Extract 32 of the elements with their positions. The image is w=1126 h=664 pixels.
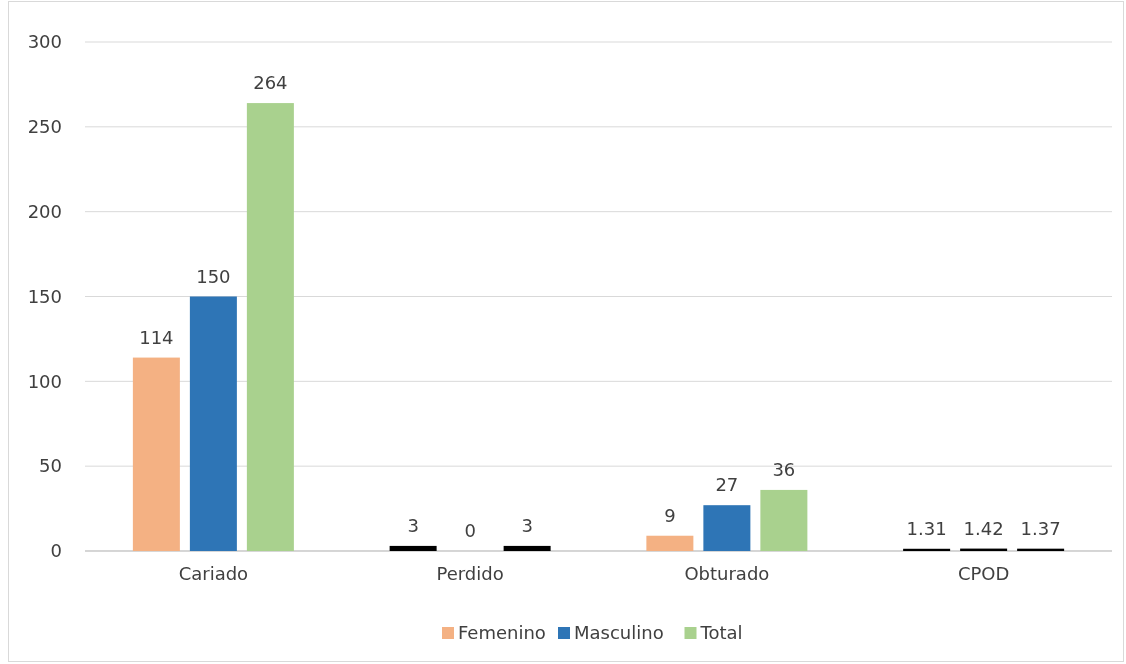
data-label: 3 [521,514,533,536]
data-label: 150 [196,265,231,287]
data-label: 36 [772,458,796,480]
bar [132,357,180,551]
legend-label: Total [699,622,743,644]
data-label: 3 [407,514,419,536]
bar [246,103,294,551]
y-tick-label: 200 [27,200,62,222]
y-tick-label: 300 [27,31,62,53]
bar [760,489,808,551]
bar [646,535,694,551]
data-label: 0 [464,520,476,541]
data-label: 264 [253,72,288,94]
data-label: 114 [139,326,174,348]
legend-label: Masculino [574,622,664,644]
data-label: 1.37 [1020,517,1061,539]
data-label: 1.42 [963,517,1004,539]
y-tick-label: 150 [27,285,62,307]
x-tick-label: Obturado [684,563,770,584]
data-label: 27 [715,474,739,496]
legend-label: Femenino [458,622,546,644]
x-tick-label: CPOD [957,563,1010,584]
bar [189,296,237,551]
y-tick-label: 0 [50,540,62,562]
x-tick-label: Perdido [436,563,504,584]
data-label: 1.31 [906,517,947,539]
data-label: 9 [664,504,676,526]
x-tick-label: Cariado [178,563,249,584]
y-tick-label: 50 [39,455,62,477]
y-tick-label: 100 [27,370,62,392]
y-tick-label: 250 [27,116,62,138]
bar [703,505,751,551]
